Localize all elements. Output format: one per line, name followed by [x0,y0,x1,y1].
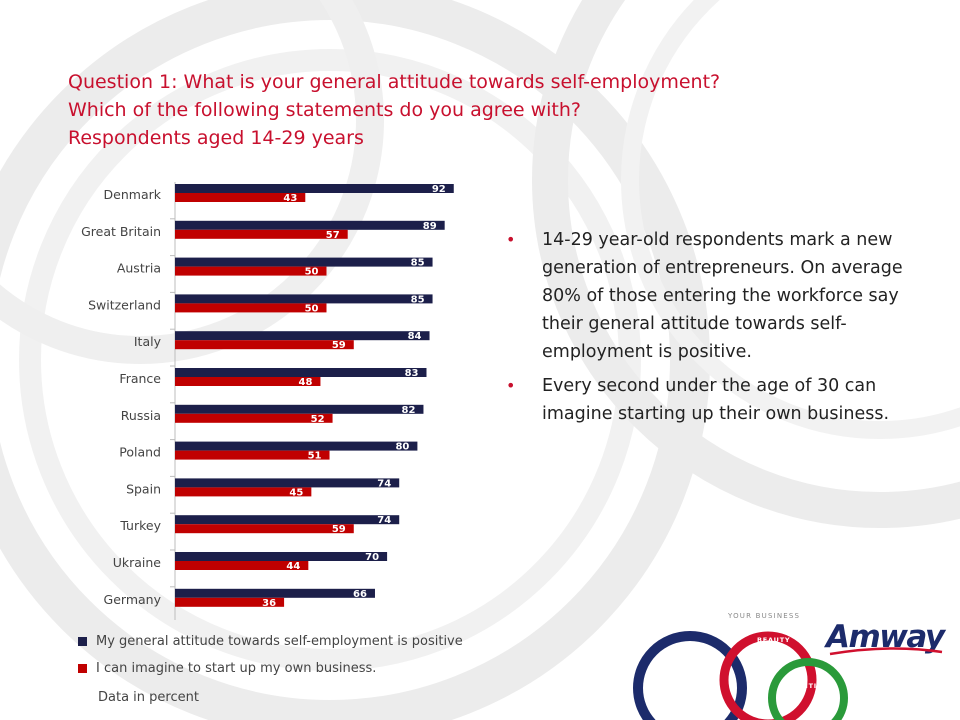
data-label: 84 [408,331,422,342]
legend-swatch [78,664,87,673]
title-line-3: Respondents aged 14-29 years [68,127,364,149]
data-label: 74 [377,515,391,526]
bullet-icon: • [506,230,516,249]
category-label: Denmark [104,187,162,202]
legend-item: My general attitude towards self-employm… [78,628,463,655]
bullet-icon: • [506,376,516,395]
data-label: 85 [411,294,425,305]
legend-label: My general attitude towards self-employm… [96,634,463,649]
data-label: 89 [423,221,437,232]
bar [175,368,427,377]
amway-brand-graphic: YOUR BUSINESS HOME BEAUTY NUTRITION Amwa… [633,612,948,720]
category-label: Ukraine [113,555,162,570]
bar [175,441,418,451]
bar [175,377,321,386]
bullet-text: Every second under the age of 30 can ima… [542,376,890,424]
data-label: 83 [405,368,419,379]
bar [175,193,306,202]
data-label: 45 [289,487,303,498]
bar [175,561,309,570]
category-label: Great Britain [81,224,161,239]
bar [175,478,400,488]
brand-tagline: YOUR BUSINESS [727,612,800,620]
data-label: 59 [332,340,346,351]
bar [175,220,445,230]
data-label: 43 [283,193,297,204]
data-label: 82 [402,405,416,416]
bar [175,331,430,341]
bar [175,588,375,598]
bar [175,229,348,239]
category-label: Switzerland [88,297,161,312]
circle-label-home: HOME [684,646,709,654]
bullet-item: • 14-29 year-old respondents mark a new … [506,226,916,366]
category-label: France [119,371,161,386]
bar [175,413,333,423]
bar [175,257,433,267]
bar [175,487,312,497]
slide-title: Question 1: What is your general attitud… [68,68,888,152]
category-label: Spain [126,481,161,496]
bar [175,524,354,534]
data-label: 44 [286,561,300,572]
bar [175,552,388,561]
bar [175,450,330,460]
bar [175,515,400,525]
data-label: 80 [395,442,409,453]
data-label: 50 [305,303,319,314]
data-label: 51 [308,451,322,462]
data-label: 50 [305,267,319,278]
data-label: 36 [262,598,276,609]
circle-label-nutrition: NUTRITION [782,682,830,690]
bar [175,404,424,414]
bar-chart: Denmark 92 43 Great Britain 89 57 Austria 85 50 S… [81,182,454,620]
title-line-2: Which of the following statements do you… [68,99,582,121]
category-label: Italy [134,334,162,349]
data-label: 52 [311,414,325,425]
data-label: 57 [326,230,340,241]
bar [175,303,327,313]
data-note: Data in percent [98,690,199,705]
category-label: Turkey [119,518,161,533]
bullet-item: • Every second under the age of 30 can i… [506,372,916,428]
category-label: Austria [117,261,161,276]
bar [175,294,433,304]
category-label: Germany [104,592,162,607]
data-label: 92 [432,184,446,195]
bar [175,597,285,607]
data-label: 70 [365,552,379,563]
category-label: Poland [119,445,161,460]
brand-circles-icon [633,631,848,720]
bar [175,184,454,193]
data-label: 74 [377,478,391,489]
logo-swoosh-icon [829,647,943,656]
bullet-list: • 14-29 year-old respondents mark a new … [506,226,916,434]
bar [175,266,327,276]
bar [175,340,354,350]
data-label: 66 [353,589,367,600]
data-label: 85 [411,258,425,269]
legend-item: I can imagine to start up my own busines… [78,655,463,682]
circle-label-beauty: BEAUTY [757,636,790,644]
chart-legend: My general attitude towards self-employm… [78,628,463,682]
legend-swatch [78,637,87,646]
title-line-1: Question 1: What is your general attitud… [68,71,721,93]
data-label: 48 [299,377,313,388]
bullet-text: 14-29 year-old respondents mark a new ge… [542,230,903,362]
legend-label: I can imagine to start up my own busines… [96,661,377,676]
category-label: Russia [121,408,161,423]
data-label: 59 [332,524,346,535]
